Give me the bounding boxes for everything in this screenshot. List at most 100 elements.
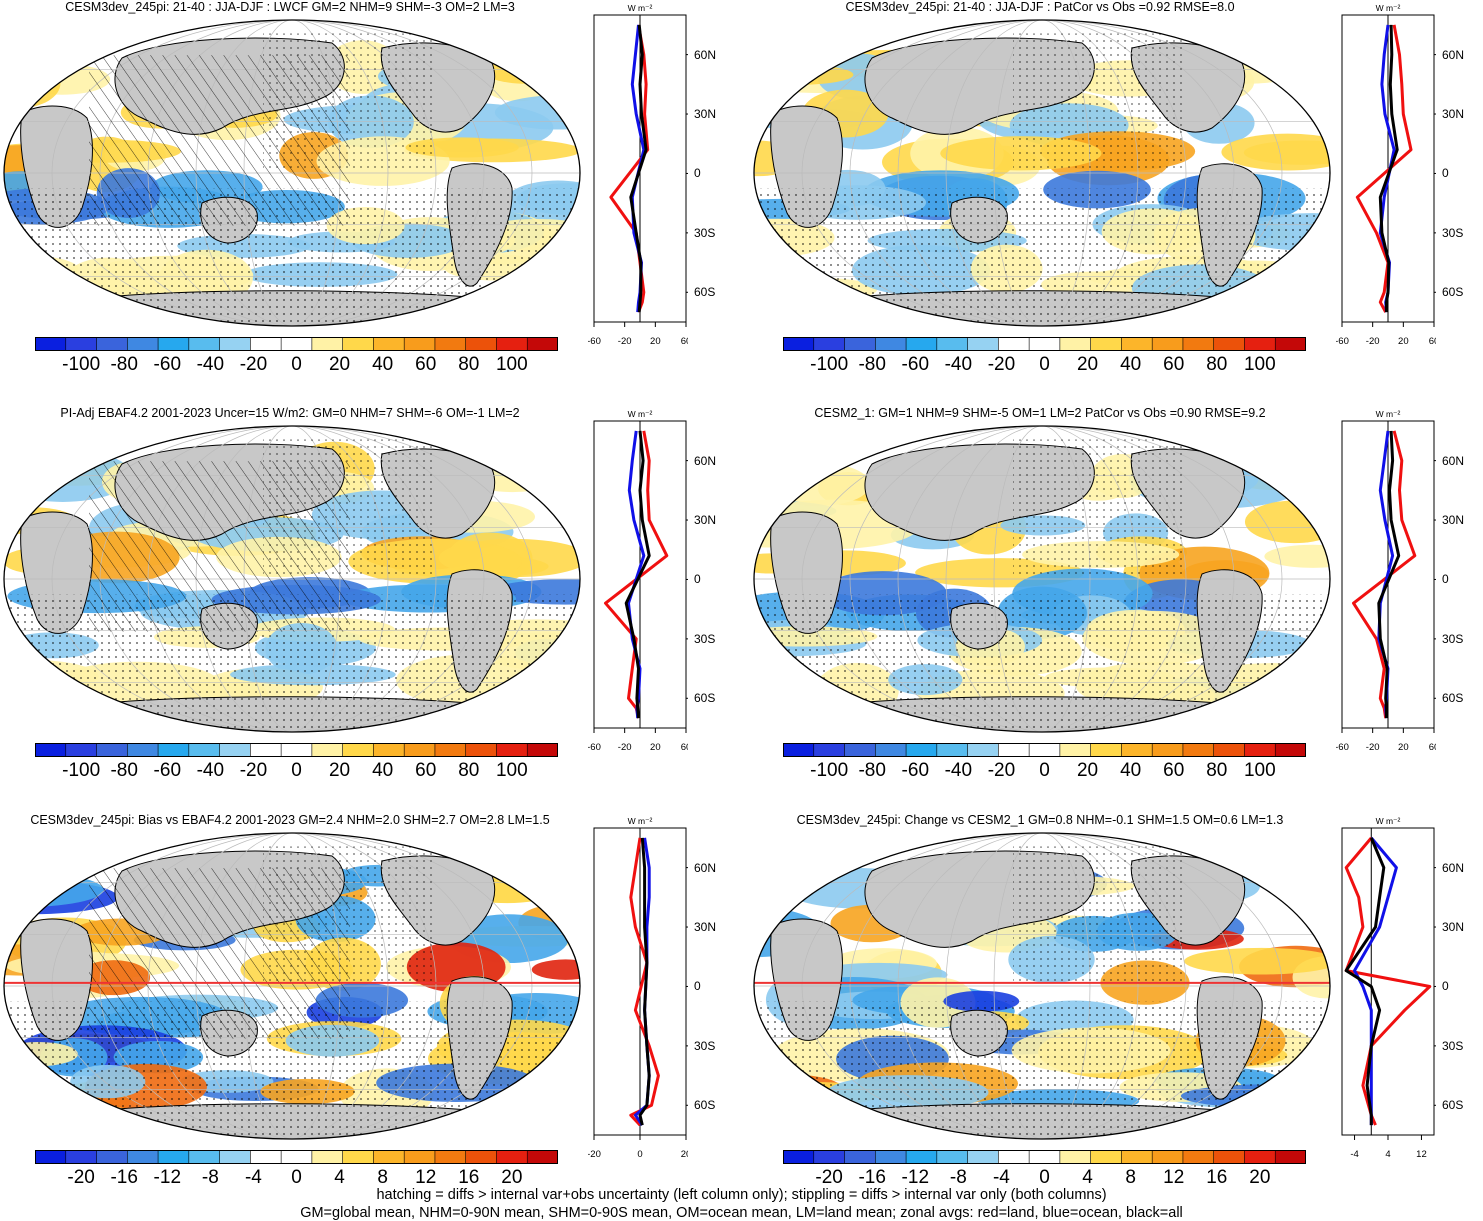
lat-label: 60S: [1442, 691, 1464, 706]
zonal-series-all: [629, 24, 648, 313]
zonal-plot: W m⁻² -20 0 20: [588, 816, 688, 1160]
colorbar-swatch: [967, 337, 999, 351]
zonal-x-tick-label: -4: [1350, 1149, 1358, 1160]
colorbar-swatch: [373, 337, 405, 351]
map: [753, 425, 1331, 733]
colorbar-tick-label: 60: [415, 354, 437, 375]
anomaly-region: [4, 676, 83, 718]
colorbar-swatch: [403, 743, 436, 757]
map-outline: [3, 832, 581, 1140]
zonal-series-all: [638, 837, 651, 1126]
footer-line-2: GM=global mean, NHM=0-90N mean, SHM=0-90…: [300, 1205, 1183, 1221]
anomaly-region: [4, 264, 63, 303]
zonal-x-tick-label: 20: [650, 336, 661, 347]
lat-label: 30N: [694, 513, 717, 528]
lat-label: 0: [694, 979, 701, 994]
lat-label: 30N: [1442, 513, 1465, 528]
colorbar-swatch: [1213, 337, 1246, 351]
graticule-line: [51, 20, 533, 326]
colorbar-swatch: [1059, 1150, 1092, 1164]
zonal-plot: W m⁻² -60 -20 20 60: [588, 3, 688, 347]
colorbar-frame: [783, 1150, 1306, 1164]
zonal-series-land: [609, 24, 650, 313]
zonal-x-tick-label: -20: [1366, 742, 1380, 753]
colorbar-swatch: [874, 1150, 907, 1164]
stippling: [1013, 33, 1187, 173]
colorbar-tick-label: 4: [334, 1167, 345, 1188]
zonal-x-tick-label: 60: [681, 742, 688, 753]
colorbar-swatch: [496, 1150, 528, 1164]
zonal-unit: W m⁻²: [628, 816, 653, 826]
colorbar-swatch: [813, 1150, 846, 1164]
colorbar-labels: -100 -80 -60 -40 -20 0 20 40 60 80 100: [783, 354, 1306, 378]
lat-label: 60N: [694, 453, 717, 468]
graticule-line: [51, 833, 533, 1139]
colorbar-swatch: [874, 337, 907, 351]
colorbar-tick-label: -100: [810, 760, 849, 781]
colorbar-swatch: [157, 1150, 190, 1164]
colorbar-swatch: [311, 337, 344, 351]
colorbar-swatch: [342, 1150, 375, 1164]
colorbar-swatch: [434, 743, 467, 757]
colorbar-tick-label: 20: [328, 760, 351, 781]
colorbar-swatch: [280, 1150, 313, 1164]
zonal-x-tick-label: 60: [681, 336, 688, 347]
colorbar-tick-label: -40: [196, 760, 225, 781]
colorbar-swatch: [96, 743, 128, 757]
stippling: [1013, 846, 1187, 986]
colorbar-labels: -100 -80 -60 -40 -20 0 20 40 60 80 100: [35, 760, 558, 784]
zonal-x-tick-label: -60: [1336, 742, 1349, 753]
zonal-plot: W m⁻² -60 -20 20 60: [1336, 3, 1436, 347]
lat-label: 60S: [1442, 1098, 1464, 1113]
colorbar-swatch: [844, 1150, 876, 1164]
colorbar-tick-label: 60: [1163, 760, 1185, 781]
colorbar-swatch: [188, 743, 221, 757]
colorbar-tick-label: -60: [153, 354, 182, 375]
zonal-x-tick-label: -60: [588, 742, 601, 753]
lat-label: 30N: [1442, 107, 1465, 122]
colorbar-tick-label: -80: [110, 354, 138, 375]
colorbar-tick-label: -20: [815, 1167, 843, 1188]
colorbar-tick-label: 40: [1120, 760, 1142, 781]
map-field: [754, 426, 1330, 732]
lat-label: 0: [1442, 166, 1449, 181]
colorbar-swatch: [1028, 337, 1061, 351]
colorbar-swatch: [126, 743, 159, 757]
colorbar-swatch: [188, 337, 221, 351]
graticule-line: [801, 833, 1283, 1139]
colorbar-swatch: [126, 337, 159, 351]
colorbar-tick-label: -16: [110, 1167, 138, 1188]
colorbar-swatch: [157, 337, 190, 351]
colorbar-swatch: [280, 743, 313, 757]
lat-label: 60N: [694, 860, 717, 875]
colorbar-tick-label: 0: [1039, 760, 1050, 781]
colorbar-swatch: [905, 337, 938, 351]
zonal-frame: [1341, 827, 1435, 1136]
colorbar-swatch: [1244, 1150, 1276, 1164]
colorbar-swatch: [1090, 1150, 1123, 1164]
colorbar-tick-label: -100: [62, 354, 101, 375]
colorbar-swatch: [65, 337, 98, 351]
zonal-series-land: [1344, 836, 1432, 1126]
colorbar-tick-label: -20: [987, 354, 1016, 375]
colorbar: [783, 1150, 1306, 1164]
zonal-x-tick-label: 20: [650, 742, 661, 753]
colorbar-swatch: [465, 337, 498, 351]
colorbar-swatch: [157, 743, 190, 757]
anomaly-region: [4, 673, 68, 712]
colorbar-tick-label: -60: [153, 760, 182, 781]
colorbar-swatch: [219, 337, 251, 351]
colorbar-swatch: [1213, 743, 1246, 757]
colorbar-tick-label: 80: [1206, 760, 1228, 781]
lat-label: 0: [1442, 572, 1449, 587]
colorbar-tick-label: -20: [987, 760, 1016, 781]
panel-5: CESM3dev_245pi: Bias vs EBAF4.2 2001-202…: [0, 813, 740, 1193]
colorbar-tick-label: -100: [810, 354, 849, 375]
colorbar-swatch: [844, 337, 876, 351]
colorbar-swatch: [874, 743, 907, 757]
colorbar-swatch: [783, 743, 815, 757]
zonal-series-all: [624, 430, 651, 719]
lat-label: 30N: [1442, 920, 1465, 935]
lat-label: 60N: [1442, 47, 1465, 62]
stippling: [754, 1001, 1330, 1139]
